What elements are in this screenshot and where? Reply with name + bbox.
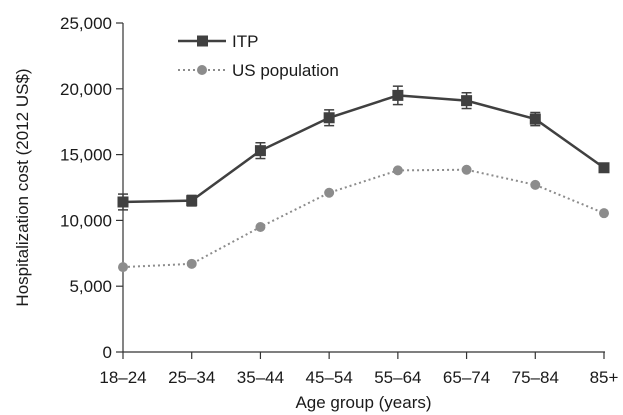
legend-item: ITP (178, 32, 258, 51)
y-tick-label: 25,000 (60, 14, 112, 33)
data-point (392, 89, 404, 101)
x-ticks: 18–24 25–34 35–44 45–54 55–64 65–74 75–84 85+ (99, 352, 618, 387)
data-point (255, 221, 266, 232)
legend-marker (197, 65, 207, 75)
legend: ITP US population (178, 32, 339, 80)
x-tick-label: 75–84 (512, 368, 559, 387)
data-point (599, 208, 609, 219)
data-point (324, 187, 335, 198)
x-tick-label: 85+ (590, 368, 619, 387)
data-point (529, 113, 541, 125)
y-tick-label: 10,000 (60, 211, 112, 230)
series-line (122, 168, 605, 269)
x-axis-title: Age group (years) (295, 393, 431, 412)
data-point (530, 179, 541, 190)
legend-item: US population (178, 61, 339, 80)
y-tick-label: 20,000 (60, 80, 112, 99)
y-ticks: 0 5,000 10,000 15,000 20,000 25,000 (60, 14, 123, 362)
data-point (186, 258, 197, 269)
x-tick-label: 18–24 (99, 368, 146, 387)
data-point (254, 145, 266, 157)
data-point (117, 196, 129, 208)
data-point (461, 95, 473, 107)
y-axis-title: Hospitalization cost (2012 US$) (13, 68, 32, 306)
data-point (598, 162, 610, 174)
axes (122, 23, 605, 353)
legend-label: US population (232, 61, 339, 80)
x-tick-label: 55–64 (374, 368, 421, 387)
series (117, 85, 610, 211)
series-layer (117, 85, 610, 273)
legend-marker (197, 35, 208, 47)
data-point (392, 165, 403, 176)
data-point (323, 112, 335, 124)
x-tick-label: 65–74 (443, 368, 490, 387)
y-tick-label: 15,000 (60, 146, 112, 165)
series (118, 164, 609, 273)
x-tick-label: 25–34 (168, 368, 215, 387)
x-tick-label: 35–44 (237, 368, 284, 387)
data-point (461, 164, 472, 175)
legend-label: ITP (232, 32, 258, 51)
data-point (118, 262, 128, 273)
x-tick-label: 45–54 (306, 368, 353, 387)
series-line (122, 94, 605, 204)
y-tick-label: 5,000 (69, 277, 112, 296)
y-tick-label: 0 (103, 343, 112, 362)
data-point (186, 195, 198, 207)
